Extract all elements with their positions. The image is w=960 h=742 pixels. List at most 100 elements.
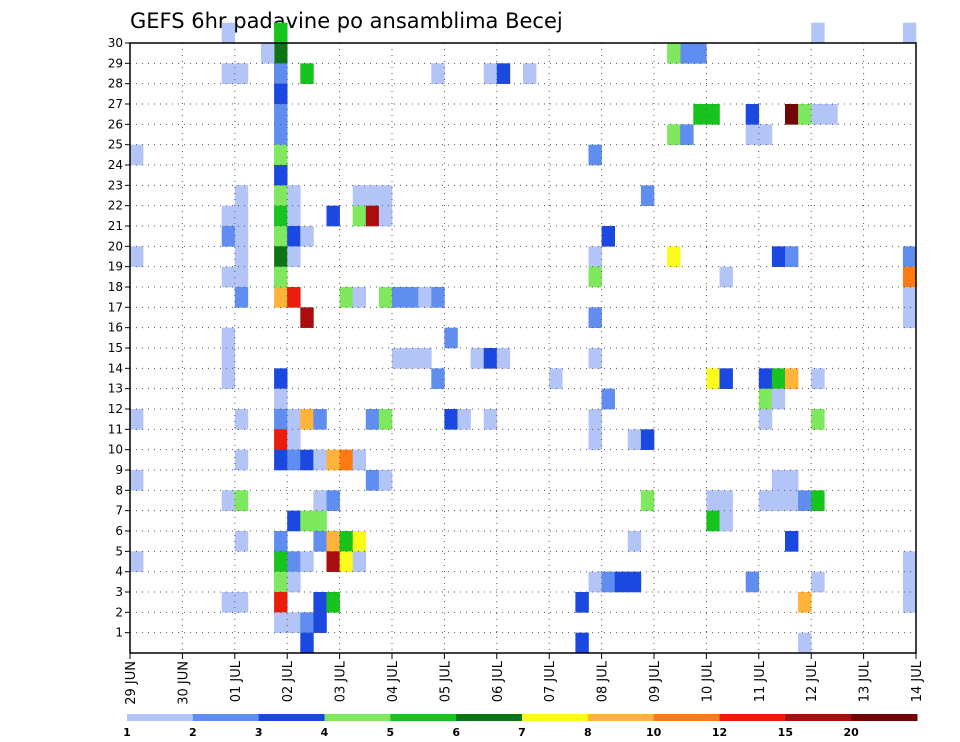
cell-57 (221, 348, 236, 369)
legend-label-5: 5 (387, 726, 395, 739)
cell-80 (300, 449, 314, 471)
cell-98 (313, 531, 327, 552)
cell-66 (274, 409, 288, 430)
cell-193 (902, 246, 917, 267)
x-tick-label-7: 06 JUL (491, 660, 506, 702)
cell-33 (274, 226, 288, 247)
cell-51 (392, 287, 406, 308)
x-tick-label-13: 12 JUL (805, 660, 820, 702)
cell-27 (221, 205, 236, 227)
cell-131 (640, 429, 655, 450)
cell-54 (431, 287, 445, 308)
cell-81 (313, 449, 327, 471)
cell-71 (313, 409, 327, 430)
y-tick-label-1: 1 (115, 626, 123, 640)
cell-102 (274, 551, 288, 572)
legend-swatch-7 (587, 714, 655, 721)
cell-88 (378, 470, 393, 491)
cell-198 (902, 571, 917, 593)
cell-78 (274, 449, 288, 471)
cell-106 (339, 551, 353, 572)
plot-frame (129, 42, 917, 654)
x-tick-label-1: 30 JUN (176, 661, 191, 705)
cell-123 (496, 348, 511, 369)
x-axis: 29 JUN 30 JUN 01 JUL 02 JUL 03 JUL 04 JUL 05 J… (124, 653, 925, 705)
cell-65 (274, 388, 288, 410)
y-tick-label-19: 19 (108, 260, 123, 274)
y-tick-label-27: 27 (108, 97, 123, 111)
cells-layer (130, 22, 917, 654)
cell-76 (274, 429, 288, 450)
cell-20 (234, 185, 249, 206)
cell-135 (601, 571, 615, 593)
cell-187 (745, 571, 760, 593)
cell-152 (667, 124, 681, 145)
cell-189 (798, 592, 812, 613)
x-tick-label-11: 10 JUL (700, 660, 715, 702)
legend-label-1: 1 (123, 726, 131, 739)
y-tick-label-13: 13 (108, 382, 123, 396)
chart-title: GEFS 6hr padavine po ansamblima Becej (130, 9, 563, 33)
cell-176 (771, 490, 786, 511)
legend-swatch-4 (390, 714, 457, 721)
y-tick-label-2: 2 (115, 605, 123, 619)
cell-165 (706, 368, 720, 389)
legend-swatch-5 (456, 714, 523, 721)
y-tick-label-20: 20 (108, 239, 123, 253)
x-tick-label-15: 14 JUL (910, 660, 925, 702)
cell-151 (667, 43, 681, 64)
cell-169 (785, 368, 799, 389)
cell-7 (234, 63, 249, 84)
cell-95 (313, 510, 327, 532)
cell-24 (378, 185, 393, 206)
legend-swatch-8 (653, 714, 720, 721)
cell-37 (300, 226, 314, 247)
cell-9 (431, 63, 445, 84)
cell-159 (798, 104, 812, 125)
cell-40 (234, 246, 249, 267)
cell-97 (234, 531, 249, 552)
cell-168 (771, 368, 786, 389)
legend-label-12: 12 (712, 726, 727, 739)
cell-53 (418, 287, 432, 308)
cell-94 (300, 510, 314, 532)
cell-178 (706, 490, 720, 511)
cell-143 (588, 307, 602, 328)
cell-79 (287, 449, 301, 471)
cell-188 (811, 571, 825, 593)
cell-15 (274, 124, 288, 145)
cell-41 (287, 246, 301, 267)
legend-swatch-3 (324, 714, 391, 721)
cell-18 (274, 165, 288, 186)
cell-47 (234, 287, 249, 308)
cell-63 (221, 368, 236, 389)
cell-23 (365, 185, 380, 206)
x-tick-label-6: 05 JUL (438, 660, 453, 702)
x-tick-label-12: 11 JUL (753, 660, 768, 702)
y-tick-label-7: 7 (115, 504, 123, 518)
cell-158 (785, 104, 799, 125)
cell-179 (719, 490, 733, 511)
cell-130 (627, 429, 642, 450)
cell-42 (274, 266, 288, 288)
cell-147 (693, 104, 707, 125)
cell-196 (902, 307, 917, 328)
cell-14 (274, 104, 288, 125)
cell-126 (601, 388, 615, 410)
legend-label-4: 4 (321, 726, 329, 739)
grid-layer (130, 43, 916, 653)
y-tick-label-22: 22 (108, 199, 123, 213)
cell-110 (287, 571, 301, 593)
legend-label-2: 2 (189, 726, 197, 739)
y-tick-label-5: 5 (115, 544, 123, 558)
legend-label-3: 3 (255, 726, 263, 739)
cell-82 (326, 449, 340, 471)
cell-59 (405, 348, 419, 369)
cell-132 (627, 531, 642, 552)
cell-25 (274, 205, 288, 227)
cell-84 (352, 449, 367, 471)
cell-156 (758, 124, 773, 145)
cell-103 (287, 551, 301, 572)
y-tick-label-10: 10 (108, 443, 123, 457)
